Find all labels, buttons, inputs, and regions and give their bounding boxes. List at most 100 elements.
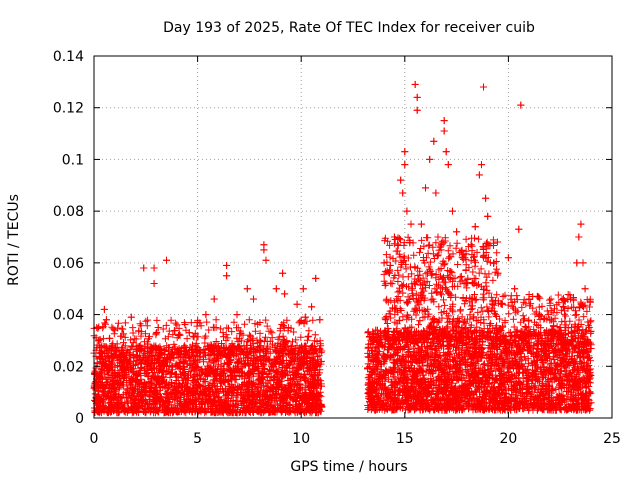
data-point [223,272,231,280]
data-point [440,127,448,135]
data-point [581,285,589,293]
data-point [577,220,585,228]
y-tick-label: 0.08 [53,204,84,220]
data-point [272,285,280,293]
data-point [442,148,450,156]
data-point [243,285,251,293]
data-point [480,83,488,91]
data-point [301,313,309,321]
data-point [411,80,419,88]
data-point [494,269,502,277]
data-point [386,261,394,269]
data-point [401,161,409,169]
data-point [448,207,456,215]
data-point [525,295,533,303]
data-point [210,295,218,303]
data-point [430,137,438,145]
data-point [440,117,448,125]
data-point [517,101,525,109]
y-tick-label: 0.12 [53,101,84,117]
data-point [426,155,434,163]
y-tick-label: 0.1 [62,152,84,168]
plot-frame [93,55,613,419]
data-point [515,225,523,233]
data-point [111,326,119,334]
x-axis-label: GPS time / hours [290,459,407,475]
data-point [413,106,421,114]
data-point [403,207,411,215]
data-point [511,285,519,293]
data-point [185,329,193,337]
data-point [573,259,581,267]
chart-title: Day 193 of 2025, Rate Of TEC Index for r… [163,20,535,36]
data-point [467,241,475,249]
data-point [434,233,442,241]
data-point [444,161,452,169]
scatter-markers [90,80,595,417]
data-point [422,184,430,192]
data-point [413,93,421,101]
x-tick-label: 20 [499,431,517,447]
axes-ticks: 0 5 10 15 20 25 0 0.02 0.04 0.06 0.08 0.1 0.12 0.14 [53,49,621,447]
data-point [102,316,110,324]
data-point [475,171,483,179]
x-tick-label: 5 [193,431,202,447]
data-point [163,256,171,264]
data-point [459,254,467,262]
data-point [194,318,202,326]
data-point [202,311,210,319]
y-tick-label: 0.14 [53,49,84,65]
data-point [316,316,324,324]
data-point [504,254,512,262]
data-point [546,316,554,324]
data-point [401,148,409,156]
data-point [250,295,258,303]
data-point [281,290,289,298]
data-point [173,321,181,329]
data-point [372,326,380,334]
y-tick-label: 0.04 [53,308,84,324]
data-point [535,311,543,319]
data-point [150,280,158,288]
data-point [397,176,405,184]
data-point [390,233,398,241]
data-point [579,259,587,267]
data-point [585,324,593,331]
data-point [380,259,388,267]
data-point [150,264,158,272]
data-point [417,220,425,228]
x-tick-label: 10 [292,431,310,447]
x-tick-label: 15 [396,431,414,447]
y-tick-label: 0 [75,411,84,427]
y-axis-label: ROTI / TECUs [6,194,22,286]
data-point [567,295,575,303]
data-point [484,212,492,220]
data-point [556,324,564,331]
data-point [279,269,287,277]
data-point [312,274,320,282]
data-point [490,259,498,267]
data-point [260,246,268,254]
data-point [127,313,135,321]
data-point [407,220,415,228]
data-point [482,194,490,202]
data-point [299,285,307,293]
data-point [223,261,231,269]
data-point [262,256,270,264]
x-tick-label: 25 [603,431,621,447]
x-tick-label: 0 [90,431,99,447]
data-point [575,233,583,241]
data-point [471,223,479,231]
data-point [293,300,301,308]
data-point [140,264,148,272]
data-point [453,228,461,236]
data-point [432,189,440,197]
data-point [100,305,108,313]
data-point [233,311,241,319]
data-point [399,189,407,197]
data-point [477,161,485,169]
data-point [154,324,162,331]
data-points [90,80,595,417]
y-tick-label: 0.06 [53,256,84,272]
